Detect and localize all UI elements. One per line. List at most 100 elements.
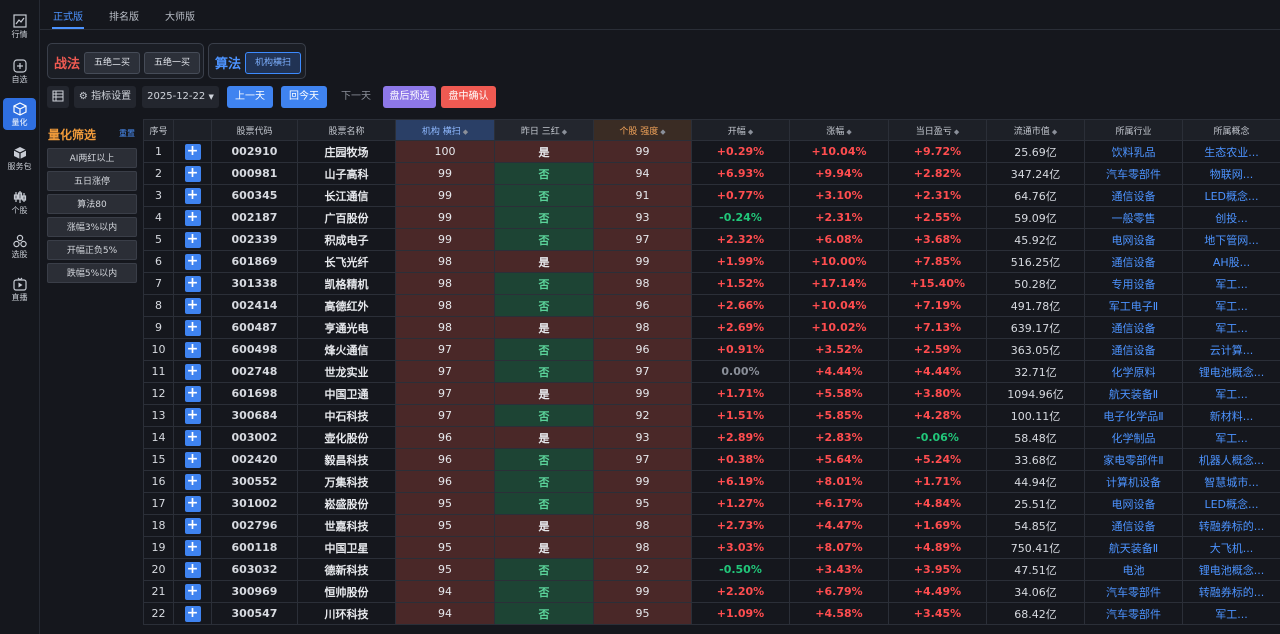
stock-name[interactable]: 壶化股份: [297, 426, 396, 449]
add-to-watchlist-icon[interactable]: +: [184, 517, 201, 534]
industry[interactable]: 一般零售: [1084, 206, 1183, 229]
table-row[interactable]: 3 +600345 长江通信 99 否 91 +0.77% +3.10% +2.31% 64.76…: [143, 184, 1280, 207]
tab-ranking[interactable]: 排名版: [109, 12, 139, 23]
stock-name[interactable]: 凯格精机: [297, 272, 396, 295]
concept[interactable]: 智慧城市...: [1182, 470, 1280, 493]
header-open-change[interactable]: 开幅 ◆: [691, 119, 790, 141]
industry[interactable]: 航天装备Ⅱ: [1084, 382, 1183, 405]
add-to-watchlist-icon[interactable]: +: [184, 187, 201, 204]
add-to-watchlist-icon[interactable]: +: [184, 231, 201, 248]
quant-filter-item[interactable]: 涨幅3%以内: [47, 217, 137, 237]
table-row[interactable]: 2 +000981 山子高科 99 否 94 +6.93% +9.94% +2.82% 347.2…: [143, 162, 1280, 185]
stock-name[interactable]: 万集科技: [297, 470, 396, 493]
tab-master[interactable]: 大师版: [165, 12, 195, 23]
industry[interactable]: 汽车零部件: [1084, 162, 1183, 185]
table-row[interactable]: 12 +601698 中国卫通 97 是 99 +1.71% +5.58% +3.80% 1094…: [143, 382, 1280, 405]
concept[interactable]: 锂电池概念...: [1182, 360, 1280, 383]
table-row[interactable]: 17 +301002 崧盛股份 95 否 95 +1.27% +6.17% +4.84% 25.5…: [143, 492, 1280, 515]
concept[interactable]: 转融券标的...: [1182, 580, 1280, 603]
table-row[interactable]: 18 +002796 世嘉科技 95 是 98 +2.73% +4.47% +1.69% 54.8…: [143, 514, 1280, 537]
stock-name[interactable]: 高德红外: [297, 294, 396, 317]
industry[interactable]: 军工电子Ⅱ: [1084, 294, 1183, 317]
industry[interactable]: 通信设备: [1084, 184, 1183, 207]
stock-name[interactable]: 广百股份: [297, 206, 396, 229]
add-to-watchlist-icon[interactable]: +: [184, 319, 201, 336]
stock-name[interactable]: 长江通信: [297, 184, 396, 207]
stock-name[interactable]: 山子高科: [297, 162, 396, 185]
stock-name[interactable]: 亨通光电: [297, 316, 396, 339]
add-to-watchlist-icon[interactable]: +: [184, 165, 201, 182]
add-to-watchlist-icon[interactable]: +: [184, 209, 201, 226]
concept[interactable]: LED概念...: [1182, 492, 1280, 515]
table-row[interactable]: 7 +301338 凯格精机 98 否 98 +1.52% +17.14% +15.40% 50.…: [143, 272, 1280, 295]
concept[interactable]: 军工...: [1182, 316, 1280, 339]
table-row[interactable]: 5 +002339 积成电子 99 否 97 +2.32% +6.08% +3.68% 45.92…: [143, 228, 1280, 251]
stock-name[interactable]: 德新科技: [297, 558, 396, 581]
industry[interactable]: 通信设备: [1084, 250, 1183, 273]
concept[interactable]: 创投...: [1182, 206, 1280, 229]
quant-filter-item[interactable]: 开幅正负5%: [47, 240, 137, 260]
header-change[interactable]: 涨幅 ◆: [789, 119, 889, 141]
algorithm-button-sweep[interactable]: 机构横扫: [245, 52, 301, 74]
industry[interactable]: 计算机设备: [1084, 470, 1183, 493]
industry[interactable]: 电网设备: [1084, 228, 1183, 251]
table-row[interactable]: 11 +002748 世龙实业 97 否 97 0.00% +4.44% +4.44% 32.71…: [143, 360, 1280, 383]
stock-name[interactable]: 中国卫星: [297, 536, 396, 559]
header-yesterday-three-red[interactable]: 昨日 三红 ◆: [494, 119, 594, 141]
quant-filter-item[interactable]: 跌幅5%以内: [47, 263, 137, 283]
add-to-watchlist-icon[interactable]: +: [184, 605, 201, 622]
add-to-watchlist-icon[interactable]: +: [184, 407, 201, 424]
quant-filter-item[interactable]: 五日涨停: [47, 171, 137, 191]
quant-filter-reset[interactable]: 重置: [119, 129, 135, 138]
column-toggle-button[interactable]: [47, 86, 69, 108]
quant-filter-item[interactable]: 算法80: [47, 194, 137, 214]
concept[interactable]: 生态农业...: [1182, 140, 1280, 163]
stock-name[interactable]: 长飞光纤: [297, 250, 396, 273]
table-row[interactable]: 20 +603032 德新科技 95 否 92 -0.50% +3.43% +3.95% 47.5…: [143, 558, 1280, 581]
tab-official[interactable]: 正式版: [53, 12, 83, 23]
industry[interactable]: 通信设备: [1084, 338, 1183, 361]
table-row[interactable]: 19 +600118 中国卫星 95 是 98 +3.03% +8.07% +4.89% 750.…: [143, 536, 1280, 559]
stock-name[interactable]: 毅昌科技: [297, 448, 396, 471]
concept[interactable]: 地下管网...: [1182, 228, 1280, 251]
concept[interactable]: 军工...: [1182, 602, 1280, 625]
concept[interactable]: 物联网...: [1182, 162, 1280, 185]
stock-name[interactable]: 中石科技: [297, 404, 396, 427]
add-to-watchlist-icon[interactable]: +: [184, 561, 201, 578]
table-row[interactable]: 14 +003002 壶化股份 96 是 93 +2.89% +2.83% -0.06% 58.4…: [143, 426, 1280, 449]
stock-name[interactable]: 崧盛股份: [297, 492, 396, 515]
concept[interactable]: 机器人概念...: [1182, 448, 1280, 471]
header-float-mcap[interactable]: 流通市值 ◆: [986, 119, 1085, 141]
add-to-watchlist-icon[interactable]: +: [184, 495, 201, 512]
table-row[interactable]: 10 +600498 烽火通信 97 否 96 +0.91% +3.52% +2.59% 363.…: [143, 338, 1280, 361]
stock-name[interactable]: 恒帅股份: [297, 580, 396, 603]
stock-name[interactable]: 庄园牧场: [297, 140, 396, 163]
table-row[interactable]: 22 +300547 川环科技 94 否 95 +1.09% +4.58% +3.45% 68.4…: [143, 602, 1280, 625]
concept[interactable]: 军工...: [1182, 382, 1280, 405]
rail-item-market[interactable]: 行情: [3, 10, 36, 42]
stock-name[interactable]: 世龙实业: [297, 360, 396, 383]
industry[interactable]: 化学制品: [1084, 426, 1183, 449]
industry[interactable]: 通信设备: [1084, 316, 1183, 339]
date-picker[interactable]: 2025-12-22 ▼: [142, 86, 219, 108]
add-to-watchlist-icon[interactable]: +: [184, 275, 201, 292]
add-to-watchlist-icon[interactable]: +: [184, 473, 201, 490]
strategy-button-wujue-2[interactable]: 五绝二买: [84, 52, 140, 74]
concept[interactable]: 大飞机...: [1182, 536, 1280, 559]
add-to-watchlist-icon[interactable]: +: [184, 385, 201, 402]
add-to-watchlist-icon[interactable]: +: [184, 143, 201, 160]
rail-item-watchlist[interactable]: 自选: [3, 55, 36, 87]
industry[interactable]: 通信设备: [1084, 514, 1183, 537]
indicator-settings-button[interactable]: ⚙ 指标设置: [74, 86, 136, 108]
stock-name[interactable]: 中国卫通: [297, 382, 396, 405]
industry[interactable]: 专用设备: [1084, 272, 1183, 295]
table-row[interactable]: 16 +300552 万集科技 96 否 99 +6.19% +8.01% +1.71% 44.9…: [143, 470, 1280, 493]
rail-item-quant[interactable]: 量化: [3, 98, 36, 130]
industry[interactable]: 家电零部件Ⅱ: [1084, 448, 1183, 471]
header-stock-strength[interactable]: 个股 强度 ◆: [593, 119, 692, 141]
add-to-watchlist-icon[interactable]: +: [184, 297, 201, 314]
concept[interactable]: 军工...: [1182, 272, 1280, 295]
industry[interactable]: 汽车零部件: [1084, 580, 1183, 603]
table-row[interactable]: 6 +601869 长飞光纤 98 是 99 +1.99% +10.00% +7.85% 516.…: [143, 250, 1280, 273]
add-to-watchlist-icon[interactable]: +: [184, 539, 201, 556]
